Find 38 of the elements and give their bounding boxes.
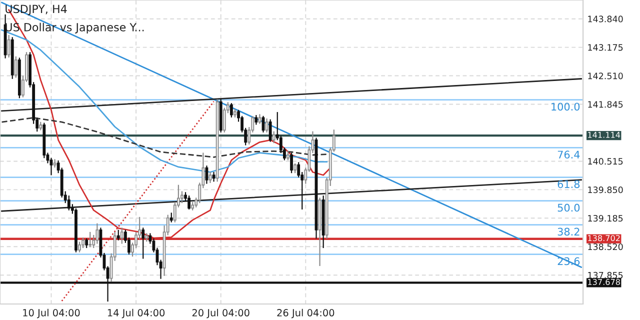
x-tick-label: 20 Jul 04:00: [192, 308, 250, 318]
candlestick: [290, 152, 293, 174]
y-tick-label: 142.510: [588, 72, 623, 80]
candlestick: [7, 34, 10, 58]
annotation: 38.2: [558, 228, 580, 236]
annotation: 61.8: [558, 180, 580, 188]
y-tick-label: 143.175: [588, 44, 623, 51]
x-tick-label: 26 Jul 04:00: [277, 308, 334, 318]
x-tick-label: 14 Jul 04:00: [108, 308, 165, 318]
candlestick: [14, 56, 18, 78]
candlestick: [116, 230, 120, 240]
candlestick: [120, 228, 124, 244]
candlestick: [188, 196, 191, 210]
ref-line-label: 137.678: [588, 278, 620, 286]
x-tick-label: 10 Jul 04:00: [23, 308, 80, 318]
annotation: 50.0: [558, 204, 580, 212]
y-tick-label: 139.185: [588, 214, 623, 222]
candlestick: [78, 242, 81, 252]
candlestick: [67, 196, 70, 210]
candlestick: [82, 238, 84, 248]
candlestick: [230, 103, 233, 118]
y-tick-label: 139.850: [588, 186, 623, 194]
annotation: 76.4: [558, 150, 580, 159]
y-tick-label: 143.840: [588, 16, 623, 22]
y-tick-label: 140.515: [588, 158, 623, 165]
y-tick-label: 137.855: [588, 272, 623, 279]
annotation: 100.0: [552, 102, 580, 111]
y-tick-label: 138.520: [588, 243, 623, 250]
candlestick: [96, 223, 99, 244]
candlestick: [142, 228, 145, 259]
candlestick: [53, 159, 56, 168]
y-tick-label: 141.845: [588, 101, 623, 108]
candlestick: [208, 172, 212, 183]
ref-line-label: 141.114: [588, 132, 620, 138]
ref-line-label: 138.702: [588, 235, 620, 242]
candlestick: [272, 131, 276, 144]
candlestick: [88, 232, 92, 248]
candlestick: [268, 119, 272, 142]
